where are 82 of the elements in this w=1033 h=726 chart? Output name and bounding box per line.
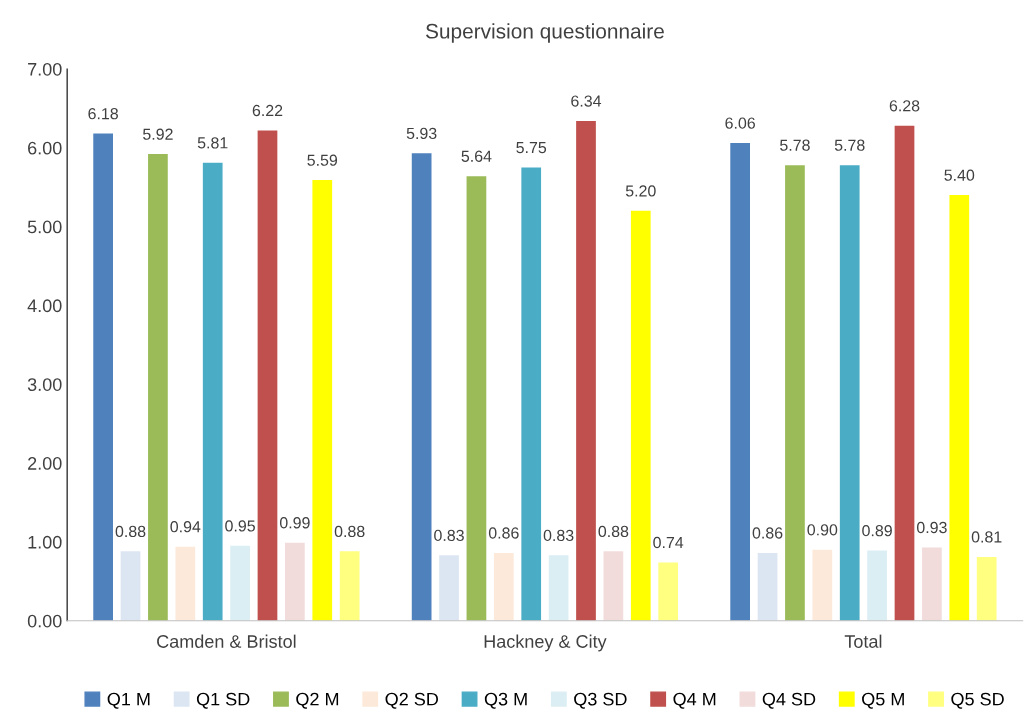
bar <box>757 552 778 621</box>
x-tick-label: Total <box>844 634 882 648</box>
bar <box>411 153 432 621</box>
data-label: 0.83 <box>543 529 574 542</box>
bar <box>466 176 487 621</box>
data-label: 6.18 <box>88 108 118 120</box>
bar <box>548 555 569 621</box>
data-label: 5.81 <box>197 137 228 149</box>
bar <box>230 545 250 621</box>
data-label: 0.81 <box>971 531 1002 543</box>
data-label: 0.83 <box>434 529 464 542</box>
bar <box>285 542 305 621</box>
data-label: 5.40 <box>944 169 975 181</box>
y-tick-label: 7.00 <box>28 62 62 76</box>
bar <box>922 547 942 621</box>
bar <box>630 210 651 621</box>
bar <box>894 125 915 621</box>
legend-label: Q3 SD <box>574 692 627 709</box>
data-label: 0.74 <box>653 536 684 549</box>
y-tick-label: 4.00 <box>27 299 62 313</box>
data-label: 5.93 <box>406 127 437 140</box>
y-tick-label: 0.00 <box>27 614 62 628</box>
legend-label: Q2 SD <box>385 692 439 709</box>
data-label: 5.92 <box>143 128 173 140</box>
bar <box>175 546 196 621</box>
bar <box>339 551 360 621</box>
data-label: 5.78 <box>780 139 810 151</box>
data-label: 0.99 <box>279 517 310 529</box>
legend-label: Q3 M <box>484 692 527 709</box>
y-tick-label: 3.00 <box>27 378 62 391</box>
data-label: 6.28 <box>889 100 920 112</box>
data-label: 0.88 <box>598 525 629 538</box>
legend-label: Q2 M <box>296 692 339 709</box>
data-label: 0.93 <box>916 521 947 534</box>
bar <box>257 130 278 621</box>
legend-label: Q5 SD <box>951 692 1004 709</box>
bar <box>976 556 997 621</box>
bar <box>576 120 596 621</box>
data-label: 6.34 <box>571 95 602 107</box>
chart-title: Supervision questionnaire <box>425 23 664 43</box>
x-tick-label: Camden & Bristol <box>157 634 296 648</box>
data-label: 6.06 <box>725 117 755 129</box>
y-tick-label: 1.00 <box>28 535 62 549</box>
bar <box>148 154 168 621</box>
data-label: 0.94 <box>170 521 201 533</box>
data-label: 5.20 <box>625 185 656 197</box>
bar <box>521 167 542 621</box>
bar <box>202 162 223 621</box>
bar <box>120 551 141 621</box>
data-label: 5.59 <box>307 154 338 166</box>
bar <box>493 552 514 621</box>
bar <box>93 133 113 621</box>
y-tick-label: 5.00 <box>27 220 62 234</box>
data-label: 6.22 <box>252 104 283 117</box>
data-label: 0.88 <box>115 525 146 538</box>
data-label: 5.75 <box>516 142 547 154</box>
legend-label: Q5 M <box>862 692 904 709</box>
bar <box>658 562 679 621</box>
data-label: 5.78 <box>834 139 865 151</box>
bar <box>730 143 751 621</box>
legend-label: Q1 M <box>107 692 150 709</box>
data-label: 0.95 <box>225 520 255 532</box>
data-label: 0.88 <box>334 525 365 538</box>
legend-label: Q4 M <box>673 692 716 709</box>
bar <box>785 165 805 621</box>
x-tick-label: Hackney & City <box>484 634 607 652</box>
bar <box>949 195 970 621</box>
bar <box>867 550 887 621</box>
data-label: 0.86 <box>488 527 519 539</box>
bar <box>839 165 860 621</box>
data-label: 0.86 <box>752 527 783 539</box>
y-tick-label: 2.00 <box>28 457 62 470</box>
legend-label: Q4 SD <box>762 692 816 709</box>
legend-label: Q1 SD <box>196 692 250 709</box>
data-label: 5.64 <box>461 150 492 162</box>
bar <box>603 551 624 621</box>
bar <box>312 180 333 621</box>
data-label: 0.90 <box>807 524 838 536</box>
bar <box>812 549 833 621</box>
y-tick-label: 6.00 <box>28 141 62 155</box>
data-label: 0.89 <box>862 525 892 537</box>
bar <box>439 555 459 621</box>
